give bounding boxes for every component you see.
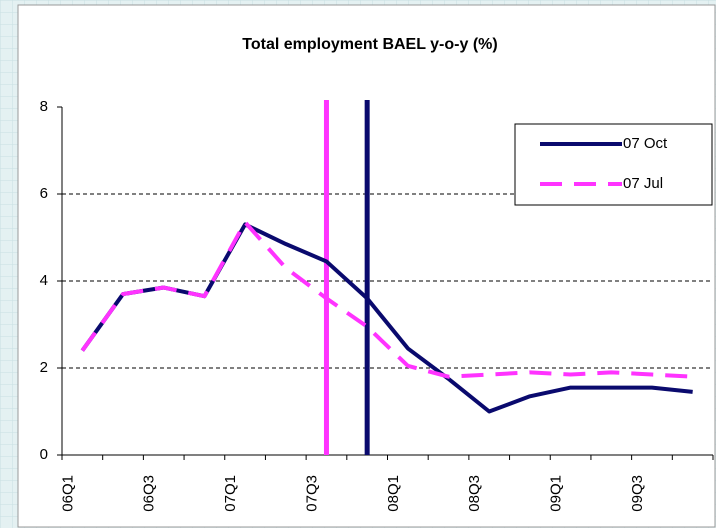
x-tick-label: 09Q3 — [629, 475, 646, 512]
legend — [514, 123, 713, 206]
legend-label: 07 Oct — [623, 135, 668, 152]
x-tick-label: 07Q1 — [222, 475, 239, 512]
legend-label: 07 Jul — [623, 175, 663, 192]
x-tick-label: 06Q1 — [59, 475, 76, 512]
x-tick-label: 08Q1 — [385, 475, 402, 512]
y-tick-label: 4 — [40, 272, 48, 289]
series-line — [80, 220, 693, 379]
x-tick-label: 09Q1 — [548, 475, 565, 512]
y-tick-label: 6 — [40, 185, 48, 202]
x-tick-label: 08Q3 — [466, 475, 483, 512]
x-tick-label: 06Q3 — [141, 475, 158, 512]
series-line — [80, 222, 693, 414]
y-tick-label: 2 — [40, 359, 48, 376]
chart-title: Total employment BAEL y-o-y (%) — [242, 36, 497, 53]
y-tick-label: 8 — [40, 98, 48, 115]
y-tick-label: 0 — [40, 446, 48, 463]
x-tick-label: 07Q3 — [303, 475, 320, 512]
